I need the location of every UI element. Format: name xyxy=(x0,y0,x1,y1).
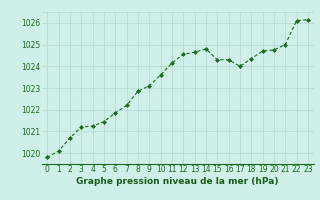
X-axis label: Graphe pression niveau de la mer (hPa): Graphe pression niveau de la mer (hPa) xyxy=(76,177,279,186)
